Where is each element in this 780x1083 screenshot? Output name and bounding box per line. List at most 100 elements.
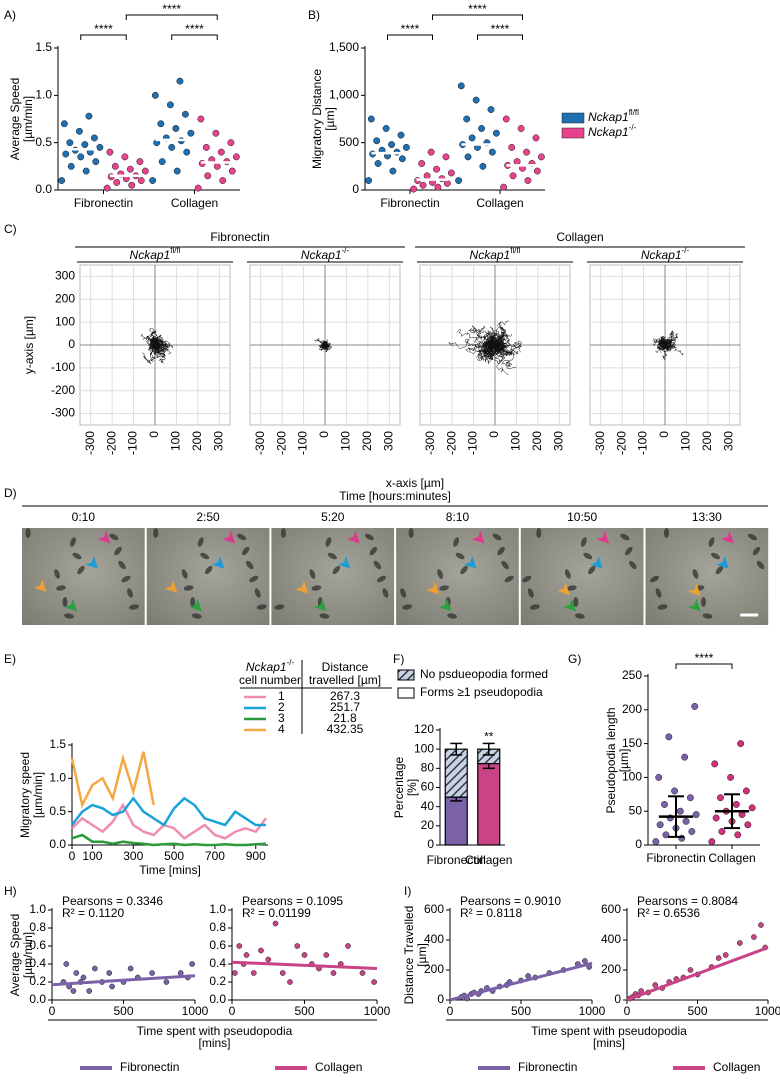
data-point: [736, 940, 743, 946]
data-point: [682, 817, 690, 825]
significance-label: ****: [695, 651, 714, 665]
italic-name: Nckap1: [246, 660, 287, 674]
panel-label: D): [4, 486, 17, 500]
x-tick-label: 500: [294, 1004, 314, 1018]
cell: [437, 569, 444, 579]
data-point: [194, 184, 202, 192]
significance-label: ****: [401, 22, 420, 36]
x-tick-label: -100: [296, 431, 310, 455]
y-tick-label: 100: [55, 314, 75, 328]
data-point: [655, 773, 663, 781]
data-point: [294, 943, 301, 949]
data-point: [82, 167, 90, 175]
cell: [309, 569, 316, 579]
data-point: [109, 983, 115, 990]
cell: [504, 575, 514, 583]
data-point: [111, 162, 119, 170]
x-axis-label: Time spent with pseudopodia: [531, 1024, 687, 1038]
trajectory-texture: [326, 344, 333, 351]
data-point: [502, 115, 510, 123]
cell: [657, 604, 668, 610]
fit-line: [51, 974, 196, 987]
data-point: [70, 988, 77, 994]
data-point: [478, 125, 485, 132]
data-point: [213, 162, 221, 170]
cell: [400, 588, 407, 598]
data-point: [232, 970, 238, 976]
cell: [190, 597, 196, 607]
x-tick-label: -300: [253, 431, 267, 455]
x-tick-label: 200: [190, 431, 204, 451]
x-tick-label: 300: [381, 431, 395, 451]
data-point: [323, 952, 330, 958]
arrowhead: [337, 556, 351, 569]
trajectory-texture: [323, 345, 329, 353]
cell: [70, 537, 76, 547]
y-tick-label: 20: [421, 818, 435, 832]
cell: [620, 533, 630, 541]
panel-label: E): [4, 652, 16, 666]
frame-time: 2:50: [196, 510, 220, 524]
cell: [204, 565, 213, 575]
cell: [127, 588, 133, 598]
panel-label: I): [404, 884, 411, 898]
cell: [455, 552, 465, 560]
x-tick-label: -300: [593, 431, 607, 455]
sequence-title: Time [hours:minutes]: [339, 489, 451, 503]
data-point: [204, 172, 212, 180]
data-point: [80, 974, 87, 981]
statistic: R² = 0.01199: [242, 906, 311, 920]
cell: [501, 560, 509, 570]
data-point: [433, 165, 440, 173]
x-tick-label: 500: [687, 1004, 707, 1018]
cell: [715, 565, 724, 575]
superscript: -/-: [342, 246, 350, 255]
legend-swatch: [561, 112, 585, 124]
trajectory-texture: [317, 339, 324, 344]
y-tick-label: 1.0: [209, 902, 226, 916]
y-tick-label: 600: [424, 902, 444, 916]
data-point: [90, 134, 98, 142]
data-point: [128, 181, 136, 189]
significance-bracket: [171, 34, 218, 40]
data-point: [113, 178, 121, 186]
table-header: Distance: [322, 660, 369, 674]
data-point: [232, 153, 240, 161]
x-tick-label: Fibronectin: [380, 196, 439, 210]
x-tick-label: -100: [126, 431, 140, 455]
y-tick-label: -100: [51, 360, 75, 374]
data-point: [137, 177, 145, 184]
cell: [439, 585, 450, 591]
y-tick-label: 0.0: [29, 992, 46, 1006]
y-tick-label: 0: [635, 837, 642, 851]
data-point: [126, 165, 134, 173]
cell: [564, 569, 571, 579]
frame-time: 0:10: [72, 510, 96, 524]
x-tick-label: 0: [657, 431, 671, 438]
group-label: Fibronectin: [210, 230, 269, 244]
fit-line: [231, 960, 378, 970]
micrograph: [146, 528, 270, 625]
italic-name: Nckap1: [588, 125, 629, 139]
y-tick-label: 300: [55, 269, 75, 283]
data-point: [686, 794, 694, 802]
y-tick-label: 0.4: [29, 956, 46, 970]
cell: [453, 537, 460, 547]
data-point: [692, 811, 700, 819]
y-tick-label: 0.0: [49, 837, 66, 851]
legend-label: Nckap1fl/fl: [588, 108, 639, 124]
legend-title: Nckap1-/-: [246, 658, 295, 674]
y-tick-label: 0.0: [209, 992, 226, 1006]
x-tick-label: -100: [466, 431, 480, 455]
data-point: [662, 831, 670, 839]
data-point: [197, 115, 205, 123]
x-tick-label: 0: [147, 431, 161, 438]
cell: [460, 565, 468, 575]
significance-label: ****: [185, 22, 204, 36]
x-tick-label: 100: [82, 849, 102, 863]
data-point: [236, 943, 243, 949]
data-point: [60, 120, 68, 128]
superscript: -/-: [287, 658, 295, 667]
x-tick-label: Collagen: [465, 853, 512, 867]
panel-title: Nckap1fl/fl: [470, 246, 521, 262]
